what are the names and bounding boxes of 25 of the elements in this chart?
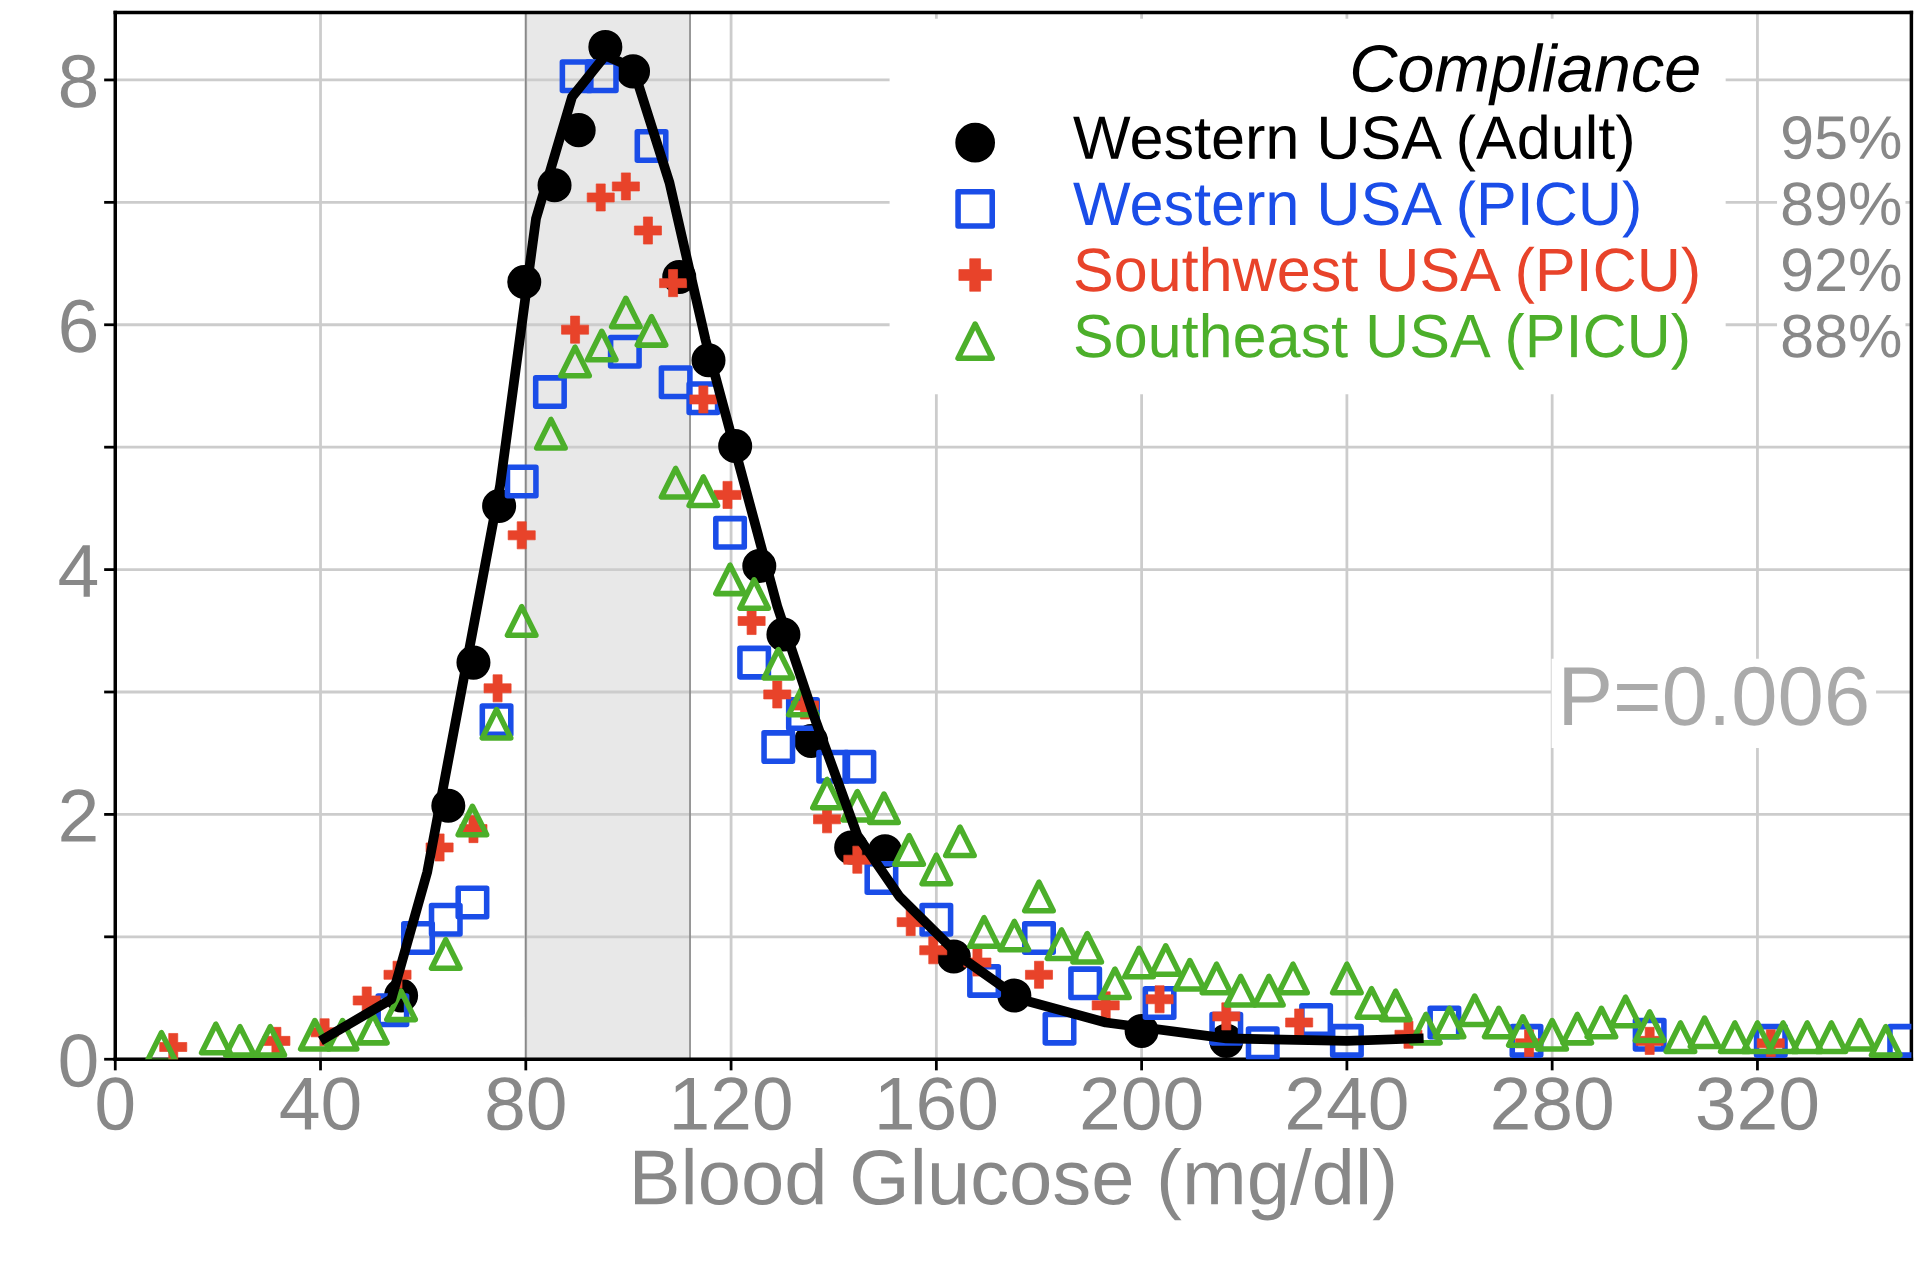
y-tick-label: 8 bbox=[60, 54, 97, 108]
x-tick-label: 0 bbox=[97, 1077, 134, 1131]
x-tick-label: 200 bbox=[1082, 1077, 1202, 1131]
y-tick-label: 2 bbox=[61, 789, 96, 842]
annotation: P=0.006 bbox=[1564, 666, 1867, 726]
annotation: 92% bbox=[1782, 248, 1901, 292]
x-tick-label: 320 bbox=[1697, 1077, 1818, 1131]
annotation: 88% bbox=[1782, 314, 1901, 358]
annotation: 95% bbox=[1782, 115, 1901, 160]
annotation: 89% bbox=[1782, 182, 1901, 226]
x-tick-label: 240 bbox=[1288, 1077, 1407, 1131]
y-tick-label: 0 bbox=[60, 1034, 97, 1088]
x-axis-title: Blood Glucose (mg/dl) bbox=[635, 1147, 1394, 1221]
legend-title: Compliance bbox=[1352, 43, 1699, 106]
x-tick-label: 280 bbox=[1493, 1077, 1612, 1131]
x-tick-label: 40 bbox=[280, 1077, 360, 1131]
legend-label: Western USA (Adult) bbox=[1073, 114, 1632, 172]
y-tick-label: 4 bbox=[59, 545, 98, 597]
legend-label: Southeast USA (PICU) bbox=[1075, 312, 1688, 370]
y-tick-label: 6 bbox=[61, 299, 96, 353]
x-tick-label: 160 bbox=[879, 1077, 996, 1131]
legend-label: Southwest USA (PICU) bbox=[1075, 246, 1698, 304]
x-tick-label: 80 bbox=[487, 1077, 565, 1131]
legend-label: Western USA (PICU) bbox=[1073, 180, 1639, 238]
x-tick-label: 120 bbox=[674, 1077, 791, 1131]
